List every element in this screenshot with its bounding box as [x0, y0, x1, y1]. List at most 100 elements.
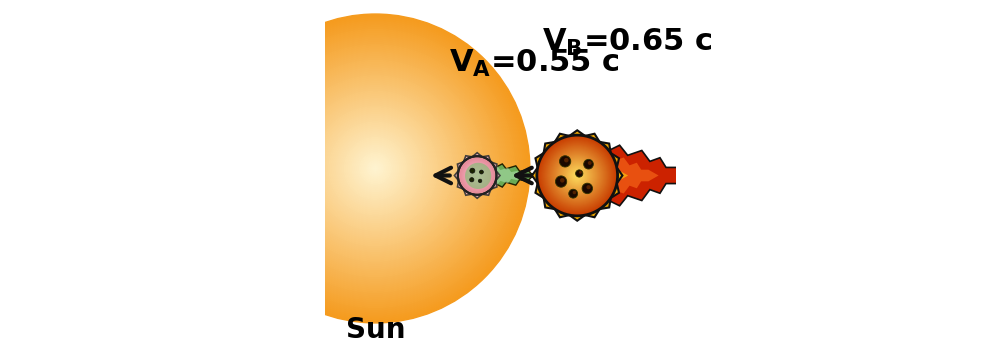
Circle shape: [465, 163, 491, 189]
Circle shape: [467, 165, 488, 186]
Circle shape: [462, 160, 493, 191]
Circle shape: [557, 155, 597, 196]
Circle shape: [248, 41, 503, 296]
Polygon shape: [579, 161, 628, 190]
Circle shape: [468, 166, 486, 185]
Circle shape: [576, 174, 578, 177]
Circle shape: [294, 87, 456, 250]
Circle shape: [467, 165, 487, 186]
Circle shape: [471, 169, 484, 182]
Circle shape: [574, 172, 580, 179]
Circle shape: [540, 138, 615, 213]
Circle shape: [261, 54, 489, 282]
Circle shape: [469, 167, 485, 184]
Circle shape: [541, 139, 614, 212]
Circle shape: [469, 168, 485, 183]
Circle shape: [464, 163, 490, 188]
Circle shape: [553, 151, 601, 200]
Polygon shape: [482, 165, 531, 186]
Circle shape: [475, 173, 480, 178]
Polygon shape: [454, 153, 500, 198]
Circle shape: [468, 166, 487, 185]
Circle shape: [588, 161, 592, 165]
Circle shape: [317, 111, 433, 226]
Circle shape: [561, 159, 593, 192]
Circle shape: [559, 156, 571, 167]
Circle shape: [279, 72, 472, 265]
Circle shape: [470, 168, 484, 183]
Circle shape: [265, 58, 485, 279]
Circle shape: [579, 171, 582, 174]
Circle shape: [569, 189, 578, 198]
Circle shape: [373, 166, 377, 170]
Circle shape: [308, 101, 443, 236]
Circle shape: [480, 170, 483, 174]
Circle shape: [463, 161, 491, 190]
Circle shape: [565, 163, 589, 187]
Circle shape: [302, 95, 449, 242]
Circle shape: [584, 159, 593, 169]
Circle shape: [236, 29, 514, 307]
Circle shape: [554, 152, 600, 199]
Circle shape: [298, 91, 453, 246]
Circle shape: [564, 163, 590, 188]
Circle shape: [573, 172, 581, 179]
Circle shape: [476, 174, 478, 177]
Polygon shape: [581, 143, 690, 208]
Circle shape: [273, 66, 478, 271]
Circle shape: [569, 167, 585, 184]
Circle shape: [459, 158, 495, 193]
Circle shape: [571, 170, 583, 181]
Circle shape: [327, 120, 424, 217]
Circle shape: [221, 14, 530, 323]
Circle shape: [323, 116, 428, 220]
Circle shape: [547, 145, 607, 206]
Circle shape: [570, 168, 584, 183]
Circle shape: [314, 107, 437, 230]
Circle shape: [321, 114, 429, 223]
Circle shape: [360, 153, 391, 184]
Circle shape: [478, 179, 482, 183]
Circle shape: [472, 171, 482, 180]
Circle shape: [269, 62, 482, 274]
Circle shape: [470, 168, 475, 173]
Circle shape: [560, 158, 594, 193]
Circle shape: [472, 170, 482, 181]
Circle shape: [562, 160, 592, 191]
Circle shape: [366, 159, 385, 178]
Circle shape: [465, 164, 489, 187]
Circle shape: [542, 140, 613, 211]
Circle shape: [572, 171, 582, 180]
Circle shape: [364, 157, 387, 180]
Circle shape: [568, 166, 586, 185]
Circle shape: [464, 163, 490, 188]
Circle shape: [567, 165, 587, 186]
Circle shape: [252, 45, 499, 292]
Polygon shape: [483, 163, 545, 188]
Circle shape: [277, 70, 474, 267]
Circle shape: [246, 39, 505, 298]
Circle shape: [576, 170, 583, 177]
Circle shape: [544, 142, 611, 209]
Circle shape: [470, 178, 474, 182]
Circle shape: [463, 161, 491, 190]
Polygon shape: [532, 130, 622, 221]
Circle shape: [476, 174, 478, 177]
Circle shape: [256, 49, 495, 288]
Circle shape: [582, 183, 593, 194]
Circle shape: [358, 151, 393, 186]
Circle shape: [337, 130, 414, 207]
Circle shape: [575, 173, 579, 178]
Circle shape: [471, 170, 483, 181]
Circle shape: [368, 161, 383, 176]
Circle shape: [466, 164, 489, 187]
Circle shape: [539, 137, 616, 214]
Circle shape: [233, 26, 518, 311]
Circle shape: [458, 156, 496, 195]
Circle shape: [350, 143, 400, 193]
Circle shape: [227, 20, 524, 317]
Circle shape: [341, 134, 410, 203]
Circle shape: [281, 74, 470, 263]
Circle shape: [551, 149, 603, 202]
Circle shape: [242, 35, 509, 302]
